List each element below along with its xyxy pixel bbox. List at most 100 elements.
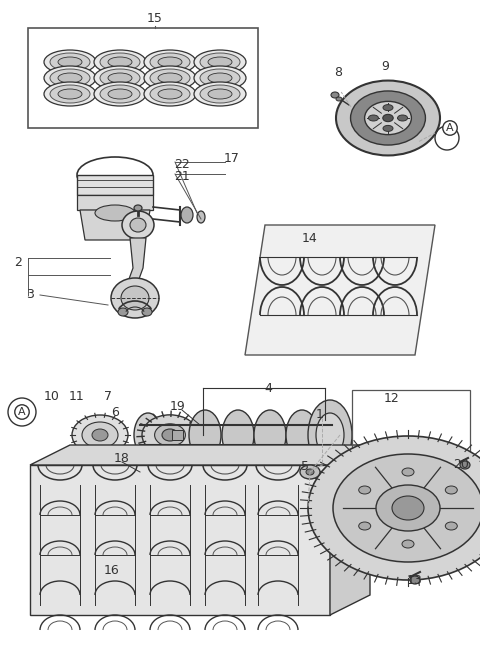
Ellipse shape — [258, 447, 282, 463]
Ellipse shape — [50, 85, 90, 103]
Ellipse shape — [336, 97, 342, 101]
Ellipse shape — [94, 82, 146, 106]
Ellipse shape — [306, 469, 314, 475]
Ellipse shape — [383, 125, 393, 131]
Text: 6: 6 — [111, 405, 119, 419]
Ellipse shape — [333, 454, 480, 562]
Ellipse shape — [122, 211, 154, 239]
Text: 19: 19 — [170, 400, 186, 413]
Ellipse shape — [72, 415, 128, 455]
Ellipse shape — [144, 82, 196, 106]
Text: 13: 13 — [407, 573, 423, 586]
Ellipse shape — [44, 82, 96, 106]
Ellipse shape — [200, 69, 240, 87]
Ellipse shape — [383, 104, 393, 111]
Ellipse shape — [402, 468, 414, 476]
Ellipse shape — [58, 73, 82, 83]
Ellipse shape — [44, 66, 96, 90]
Ellipse shape — [155, 424, 185, 446]
Ellipse shape — [316, 413, 344, 457]
Text: 3: 3 — [26, 289, 34, 302]
Ellipse shape — [100, 53, 140, 71]
Ellipse shape — [194, 82, 246, 106]
Text: 8: 8 — [334, 66, 342, 79]
Bar — [77, 175, 153, 195]
Ellipse shape — [189, 410, 221, 460]
Polygon shape — [30, 445, 370, 465]
Ellipse shape — [200, 53, 240, 71]
Ellipse shape — [397, 115, 408, 121]
Ellipse shape — [336, 81, 440, 155]
Text: 5: 5 — [301, 461, 309, 474]
Text: 2: 2 — [14, 255, 22, 268]
Ellipse shape — [50, 53, 90, 71]
Ellipse shape — [200, 85, 240, 103]
Ellipse shape — [392, 496, 424, 520]
Ellipse shape — [108, 73, 132, 83]
Ellipse shape — [331, 92, 339, 98]
Ellipse shape — [142, 308, 152, 316]
Ellipse shape — [150, 69, 190, 87]
Text: 12: 12 — [384, 392, 400, 405]
Ellipse shape — [134, 413, 162, 457]
Ellipse shape — [197, 211, 205, 223]
Ellipse shape — [144, 66, 196, 90]
Polygon shape — [125, 238, 146, 290]
Ellipse shape — [369, 115, 378, 121]
Ellipse shape — [359, 522, 371, 530]
Ellipse shape — [82, 422, 118, 448]
Ellipse shape — [158, 89, 182, 99]
Ellipse shape — [50, 69, 90, 87]
Ellipse shape — [410, 576, 420, 584]
Text: A: A — [446, 123, 454, 133]
Ellipse shape — [286, 410, 318, 460]
Ellipse shape — [308, 436, 480, 580]
Ellipse shape — [359, 486, 371, 494]
Text: 20: 20 — [453, 459, 469, 472]
Text: 15: 15 — [147, 12, 163, 24]
Ellipse shape — [194, 50, 246, 74]
Ellipse shape — [58, 89, 82, 99]
Ellipse shape — [445, 486, 457, 494]
Text: 1: 1 — [316, 409, 324, 422]
Ellipse shape — [121, 286, 149, 310]
Polygon shape — [330, 445, 370, 615]
Ellipse shape — [95, 205, 135, 221]
Ellipse shape — [445, 522, 457, 530]
Ellipse shape — [111, 278, 159, 318]
Ellipse shape — [134, 205, 142, 211]
Ellipse shape — [144, 50, 196, 74]
Ellipse shape — [290, 447, 314, 463]
Polygon shape — [172, 430, 183, 440]
Ellipse shape — [118, 308, 128, 316]
Ellipse shape — [208, 73, 232, 83]
Ellipse shape — [208, 57, 232, 67]
Bar — [77, 195, 153, 210]
Ellipse shape — [158, 73, 182, 83]
Ellipse shape — [226, 447, 250, 463]
Ellipse shape — [193, 447, 217, 463]
Ellipse shape — [100, 85, 140, 103]
Text: 21: 21 — [174, 171, 190, 184]
Ellipse shape — [108, 89, 132, 99]
Ellipse shape — [194, 66, 246, 90]
Ellipse shape — [44, 50, 96, 74]
Text: A: A — [18, 407, 26, 417]
Ellipse shape — [142, 415, 198, 455]
Ellipse shape — [460, 461, 470, 469]
Text: 11: 11 — [69, 390, 85, 403]
Text: 17: 17 — [224, 152, 240, 165]
Text: 22: 22 — [174, 159, 190, 171]
Ellipse shape — [383, 114, 393, 121]
Polygon shape — [245, 225, 435, 355]
Ellipse shape — [130, 218, 146, 232]
Ellipse shape — [350, 91, 425, 145]
Ellipse shape — [150, 85, 190, 103]
Ellipse shape — [300, 465, 320, 479]
Ellipse shape — [365, 102, 411, 134]
Ellipse shape — [376, 485, 440, 531]
Bar — [352, 390, 470, 470]
Ellipse shape — [162, 429, 178, 441]
Ellipse shape — [222, 410, 254, 460]
Ellipse shape — [92, 429, 108, 441]
